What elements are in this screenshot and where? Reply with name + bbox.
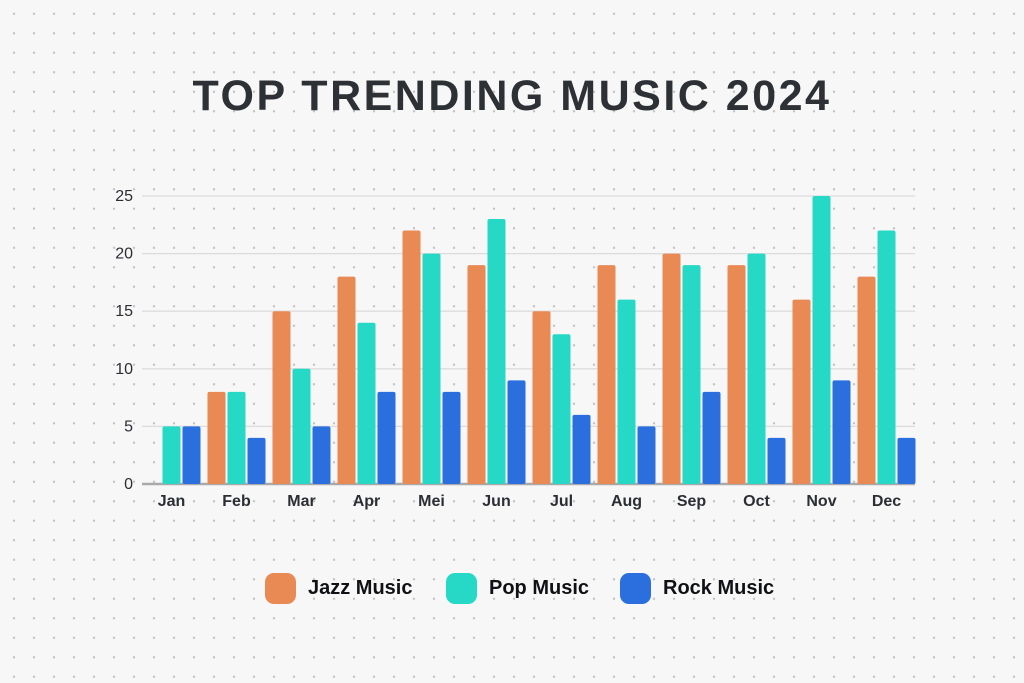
bar-pop-sep (682, 265, 701, 484)
bar-pop-mei (422, 253, 441, 484)
x-tick-label: Mei (418, 493, 445, 510)
bar-rock-aug (637, 426, 656, 484)
x-tick-label: Oct (743, 493, 770, 510)
y-tick-label: 5 (124, 418, 133, 435)
bar-pop-jul (552, 334, 571, 484)
y-tick-label: 20 (115, 246, 133, 263)
y-tick-label: 15 (115, 303, 133, 320)
x-tick-label: Jun (482, 493, 510, 510)
y-tick-label: 25 (115, 188, 133, 205)
x-tick-label: Sep (677, 493, 707, 510)
bar-jazz-apr (337, 276, 356, 484)
bar-jazz-mei (402, 230, 421, 484)
x-tick-label: Nov (806, 493, 836, 510)
bar-rock-mar (312, 426, 331, 484)
bar-jazz-feb (207, 391, 226, 484)
bar-jazz-aug (597, 265, 616, 484)
bar-jazz-dec (857, 276, 876, 484)
bar-rock-sep (702, 391, 721, 484)
y-tick-label: 10 (115, 361, 133, 378)
bar-jazz-jun (467, 265, 486, 484)
bar-pop-feb (227, 391, 246, 484)
bar-jazz-sep (662, 253, 681, 484)
bar-rock-jan (182, 426, 201, 484)
bar-rock-mei (442, 391, 461, 484)
y-tick-label: 0 (124, 476, 133, 493)
x-tick-label: Feb (222, 493, 251, 510)
bar-jazz-jul (532, 311, 551, 484)
bar-rock-nov (832, 380, 851, 484)
x-tick-label: Mar (287, 493, 315, 510)
bar-pop-jan (162, 426, 181, 484)
bar-pop-nov (812, 196, 831, 484)
x-tick-label: Jan (158, 493, 186, 510)
x-tick-label: Dec (872, 493, 901, 510)
bar-jazz-mar (272, 311, 291, 484)
bar-pop-aug (617, 299, 636, 484)
bar-jazz-oct (727, 265, 746, 484)
bar-pop-mar (292, 368, 311, 484)
bar-jazz-nov (792, 299, 811, 484)
bar-pop-dec (877, 230, 896, 484)
x-tick-label: Apr (353, 493, 381, 510)
x-tick-label: Aug (611, 493, 642, 510)
page-title: TOP TRENDING MUSIC 2024 (192, 72, 832, 120)
bar-rock-jun (507, 380, 526, 484)
bar-rock-dec (897, 437, 916, 484)
x-tick-label: Jul (550, 493, 573, 510)
bar-rock-apr (377, 391, 396, 484)
bar-pop-oct (747, 253, 766, 484)
bar-rock-jul (572, 414, 591, 484)
bar-pop-apr (357, 322, 376, 484)
bar-rock-oct (767, 437, 786, 484)
bar-pop-jun (487, 219, 506, 485)
bar-rock-feb (247, 437, 266, 484)
